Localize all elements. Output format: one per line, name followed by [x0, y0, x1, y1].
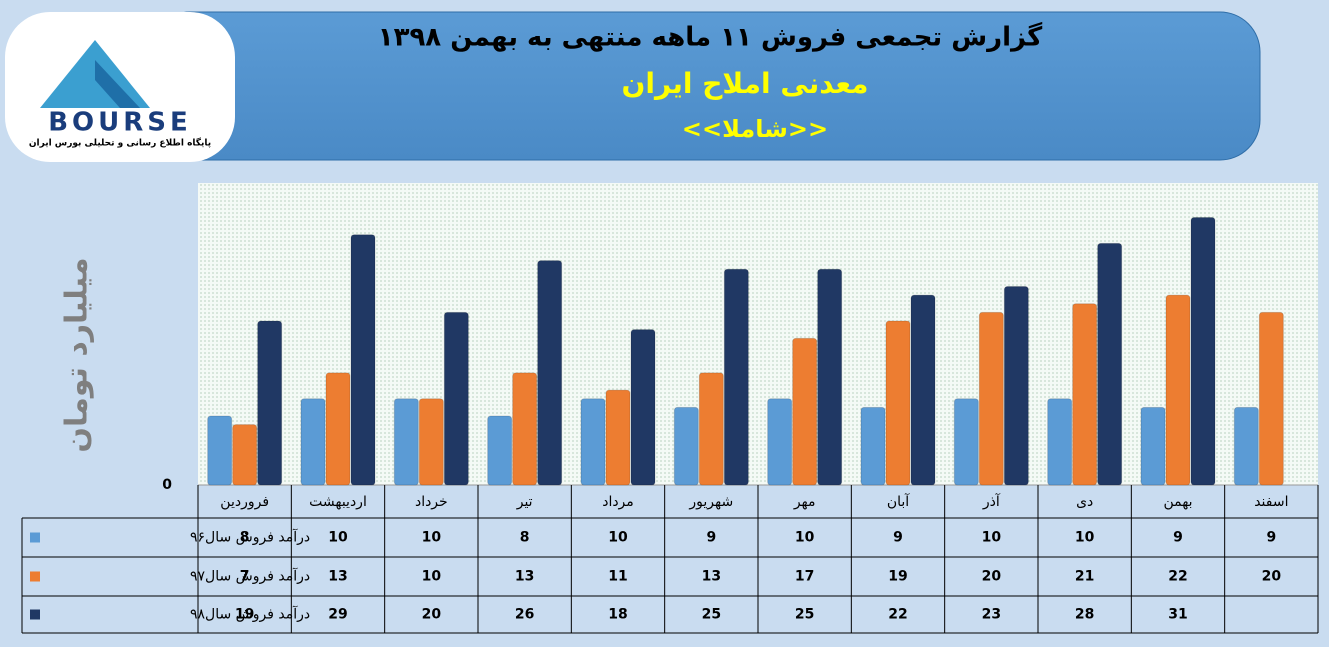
- table-cell: 8: [520, 530, 530, 546]
- table-cell: 9: [1266, 530, 1276, 546]
- bar: [885, 320, 911, 486]
- table-cell: 17: [795, 569, 814, 585]
- table-cell: 22: [888, 607, 907, 623]
- table-cell: 10: [1075, 530, 1095, 546]
- x-tick-label: فروردین: [220, 494, 269, 510]
- x-tick-label: اردیبهشت: [309, 494, 367, 510]
- table-cell: 10: [328, 530, 348, 546]
- legend-label: درآمد فروش سال۹۶: [190, 529, 310, 546]
- bar: [953, 398, 979, 486]
- table-cell: 7: [240, 569, 250, 585]
- plot-area: [198, 183, 1318, 485]
- bar: [300, 398, 326, 486]
- table-cell: 19: [235, 607, 254, 623]
- bar: [1258, 311, 1284, 486]
- bar: [723, 268, 749, 486]
- table-cell: 20: [982, 569, 1002, 585]
- legend-swatch: [30, 571, 40, 582]
- bar: [767, 398, 793, 486]
- table-cell: 20: [422, 607, 442, 623]
- y-tick-label: 0: [162, 477, 172, 493]
- legend-swatch: [30, 609, 40, 620]
- table-cell: 13: [702, 569, 721, 585]
- bar: [630, 329, 656, 486]
- bar: [673, 406, 699, 486]
- table-cell: 9: [706, 530, 716, 546]
- table-cell: 20: [1262, 569, 1282, 585]
- table-cell: 10: [608, 530, 628, 546]
- x-tick-label: اسفند: [1254, 494, 1288, 510]
- table-cell: 18: [608, 607, 627, 623]
- bar: [418, 398, 444, 486]
- symbol: <<شاملا>>: [682, 115, 828, 143]
- table-cell: 25: [702, 607, 721, 623]
- table-cell: 9: [1173, 530, 1183, 546]
- bar: [257, 320, 283, 486]
- table-cell: 13: [328, 569, 347, 585]
- x-tick-label: آذر: [982, 493, 1001, 510]
- table-cell: 25: [795, 607, 814, 623]
- bar: [537, 260, 563, 486]
- logo-name: BOURSE: [48, 108, 192, 138]
- table-cell: 10: [422, 569, 442, 585]
- table-cell: 10: [422, 530, 442, 546]
- bar: [443, 311, 469, 486]
- bar: [1190, 217, 1216, 486]
- bar: [1003, 286, 1029, 486]
- x-tick-label: آبان: [887, 493, 910, 510]
- bar: [605, 389, 631, 486]
- bar: [792, 337, 818, 486]
- table-cell: 11: [608, 569, 627, 585]
- table-cell: 26: [515, 607, 534, 623]
- x-tick-label: تیر: [516, 494, 533, 510]
- table-cell: 28: [1075, 607, 1094, 623]
- y-axis-label: میلیارد تومان: [60, 257, 95, 452]
- x-tick-label: خرداد: [415, 494, 448, 510]
- x-tick-label: مهر: [793, 494, 816, 510]
- logo-tagline: پایگاه اطلاع رسانی و تحلیلی بورس ایران: [29, 137, 211, 149]
- bar: [978, 311, 1004, 486]
- legend-label: درآمد فروش سال۹۷: [190, 568, 310, 585]
- bar: [1097, 242, 1123, 486]
- bar: [232, 424, 258, 486]
- table-cell: 13: [515, 569, 534, 585]
- x-tick-label: دی: [1076, 494, 1093, 510]
- bar: [1047, 398, 1073, 486]
- table-cell: 10: [982, 530, 1002, 546]
- bar: [1233, 406, 1259, 486]
- bar: [817, 268, 843, 486]
- legend-label: درآمد فروش سال۹۸: [190, 606, 310, 623]
- bar: [393, 398, 419, 486]
- bar: [207, 415, 233, 486]
- table-cell: 22: [1168, 569, 1187, 585]
- table-cell: 29: [328, 607, 347, 623]
- bar: [350, 234, 376, 486]
- bar: [487, 415, 513, 486]
- title: گزارش تجمعی فروش ۱۱ ماهه منتهی به بهمن ۱…: [378, 22, 1043, 53]
- company: معدنی املاح ایران: [621, 67, 868, 100]
- table-cell: 9: [893, 530, 903, 546]
- bar: [1140, 406, 1166, 486]
- x-tick-label: مرداد: [602, 494, 634, 510]
- bar: [698, 372, 724, 486]
- bar: [910, 294, 936, 486]
- legend-swatch: [30, 532, 40, 543]
- bar: [860, 406, 886, 486]
- table-cell: 23: [982, 607, 1001, 623]
- bar: [580, 398, 606, 486]
- bar: [1072, 303, 1098, 486]
- table-cell: 10: [795, 530, 815, 546]
- x-tick-label: بهمن: [1163, 494, 1192, 510]
- table-cell: 19: [888, 569, 907, 585]
- bar: [1165, 294, 1191, 486]
- bar: [325, 372, 351, 486]
- table-cell: 8: [240, 530, 250, 546]
- table-cell: 21: [1075, 569, 1094, 585]
- logo-mark: [95, 60, 140, 108]
- table-cell: 31: [1168, 607, 1187, 623]
- x-tick-label: شهریور: [688, 494, 733, 510]
- bar: [512, 372, 538, 486]
